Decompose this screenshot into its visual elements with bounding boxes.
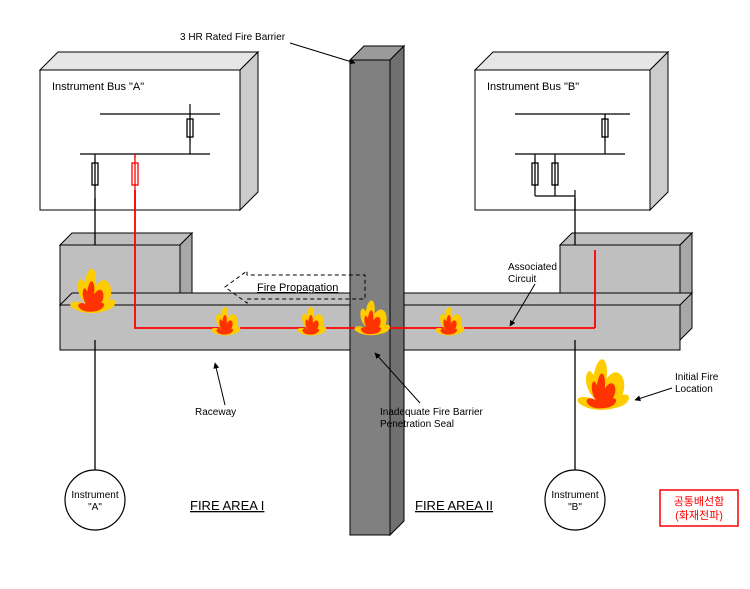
svg-text:3 HR Rated Fire Barrier: 3 HR Rated Fire Barrier xyxy=(180,32,286,43)
instrument-b: Instrument"B" xyxy=(545,470,605,530)
svg-text:공통배선함: 공통배선함 xyxy=(674,495,725,508)
svg-text:Instrument: Instrument xyxy=(551,490,598,501)
svg-text:Penetration Seal: Penetration Seal xyxy=(380,419,454,430)
svg-text:"A": "A" xyxy=(88,502,102,513)
svg-text:Instrument: Instrument xyxy=(71,490,118,501)
svg-text:Initial Fire: Initial Fire xyxy=(675,372,719,383)
instrument-bus-b: Instrument Bus "B" xyxy=(475,52,668,210)
instrument-a: Instrument"A" xyxy=(65,470,125,530)
instrument-bus-a: Instrument Bus "A" xyxy=(40,52,258,210)
svg-text:Inadequate Fire Barrier: Inadequate Fire Barrier xyxy=(380,407,484,418)
svg-text:FIRE AREA II: FIRE AREA II xyxy=(415,498,493,513)
svg-text:Location: Location xyxy=(675,384,713,395)
callout-initial-fire: Initial FireLocation xyxy=(635,372,719,400)
fire-icon-5 xyxy=(577,359,628,410)
svg-text:"B": "B" xyxy=(568,502,582,513)
svg-text:Instrument Bus "A": Instrument Bus "A" xyxy=(52,81,144,93)
svg-text:Raceway: Raceway xyxy=(195,407,236,418)
svg-text:Fire Propagation: Fire Propagation xyxy=(257,282,338,294)
svg-text:Instrument Bus "B": Instrument Bus "B" xyxy=(487,81,579,93)
svg-text:FIRE AREA I: FIRE AREA I xyxy=(190,498,264,513)
svg-text:Circuit: Circuit xyxy=(508,274,537,285)
raceway-right xyxy=(390,233,692,350)
callout-raceway: Raceway xyxy=(195,363,236,418)
svg-text:(화재전파): (화재전파) xyxy=(675,509,723,522)
svg-text:Associated: Associated xyxy=(508,262,557,273)
legend-box: 공통배선함(화재전파) xyxy=(660,490,738,526)
fire-barrier xyxy=(350,46,404,535)
